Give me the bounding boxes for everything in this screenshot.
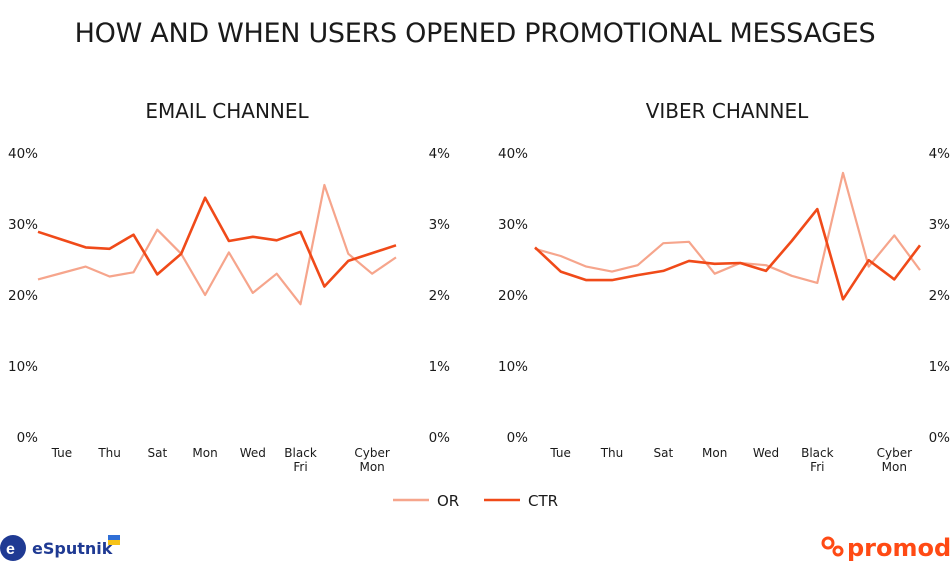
viber-y-right-tick: 1% bbox=[929, 359, 950, 375]
email-x-tick: Tue bbox=[51, 446, 73, 460]
viber-x-tick: Cyber Mon bbox=[877, 446, 912, 474]
email-x-tick: Thu bbox=[97, 446, 121, 460]
email-x-tick: Mon bbox=[192, 446, 217, 460]
legend: OR CTR bbox=[393, 492, 558, 510]
legend-ctr-label: CTR bbox=[528, 492, 558, 510]
esputnik-logo-e: e bbox=[6, 541, 15, 558]
email-y-left-tick: 10% bbox=[8, 359, 38, 375]
email-x-tick: Wed bbox=[240, 446, 266, 460]
email-y-right-tick: 2% bbox=[429, 288, 451, 304]
email-y-left-tick: 40% bbox=[8, 146, 38, 162]
viber-x-tick: Thu bbox=[600, 446, 624, 460]
esputnik-logo-text: eSputnik bbox=[32, 539, 113, 558]
viber-y-left-tick: 0% bbox=[507, 430, 529, 446]
legend-or-label: OR bbox=[437, 492, 459, 510]
email-x-tick: Cyber Mon bbox=[354, 446, 389, 474]
promodo-logo: promodo bbox=[821, 534, 950, 562]
email-or-series-line bbox=[37, 183, 397, 306]
viber-x-tick: Wed bbox=[753, 446, 779, 460]
promodo-logo-text: promodo bbox=[847, 534, 950, 562]
esputnik-logo: e eSputnik bbox=[0, 535, 120, 561]
viber-y-right-tick: 4% bbox=[929, 146, 950, 162]
viber-chart-title: VIBER CHANNEL bbox=[646, 99, 809, 123]
promodo-logo-mark-b bbox=[832, 545, 844, 557]
viber-y-left-tick: 10% bbox=[498, 359, 528, 375]
email-y-left-tick: 30% bbox=[8, 217, 38, 233]
viber-y-right-tick: 0% bbox=[929, 430, 950, 446]
email-y-right-tick: 4% bbox=[429, 146, 451, 162]
viber-y-left-tick: 40% bbox=[498, 146, 528, 162]
email-channel-chart: EMAIL CHANNEL 0% 10% 20% 30% 40% 0% 1% 2% 3% 4% Tue… bbox=[8, 99, 450, 474]
viber-or-series-line bbox=[534, 171, 921, 284]
email-y-right-tick: 3% bbox=[429, 217, 451, 233]
email-y-left-tick: 20% bbox=[8, 288, 38, 304]
viber-x-tick: Sat bbox=[653, 446, 673, 460]
viber-y-right-tick: 2% bbox=[929, 288, 950, 304]
ukraine-flag-icon-top bbox=[108, 535, 120, 540]
viber-x-tick: Tue bbox=[549, 446, 571, 460]
promodo-logo-mark-a bbox=[821, 536, 835, 550]
viber-ctr-series-line bbox=[534, 207, 922, 301]
viber-x-tick: Black Fri bbox=[801, 446, 834, 474]
email-y-right-tick: 0% bbox=[429, 430, 451, 446]
viber-y-right-tick: 3% bbox=[929, 217, 950, 233]
email-ctr-series-line bbox=[37, 196, 397, 288]
email-y-right-tick: 1% bbox=[429, 359, 451, 375]
email-y-left-tick: 0% bbox=[17, 430, 39, 446]
email-x-tick: Black Fri bbox=[284, 446, 317, 474]
esputnik-logo-mark bbox=[0, 535, 26, 561]
email-chart-title: EMAIL CHANNEL bbox=[145, 99, 309, 123]
ukraine-flag-icon-bottom bbox=[108, 540, 120, 545]
main-title: HOW AND WHEN USERS OPENED PROMOTIONAL ME… bbox=[74, 18, 876, 49]
viber-channel-chart: VIBER CHANNEL 0% 10% 20% 30% 40% 0% 1% 2% 3% 4% Tue… bbox=[498, 99, 950, 474]
viber-y-left-tick: 20% bbox=[498, 288, 528, 304]
viber-y-left-tick: 30% bbox=[498, 217, 528, 233]
viber-x-tick: Mon bbox=[702, 446, 727, 460]
email-x-tick: Sat bbox=[147, 446, 167, 460]
